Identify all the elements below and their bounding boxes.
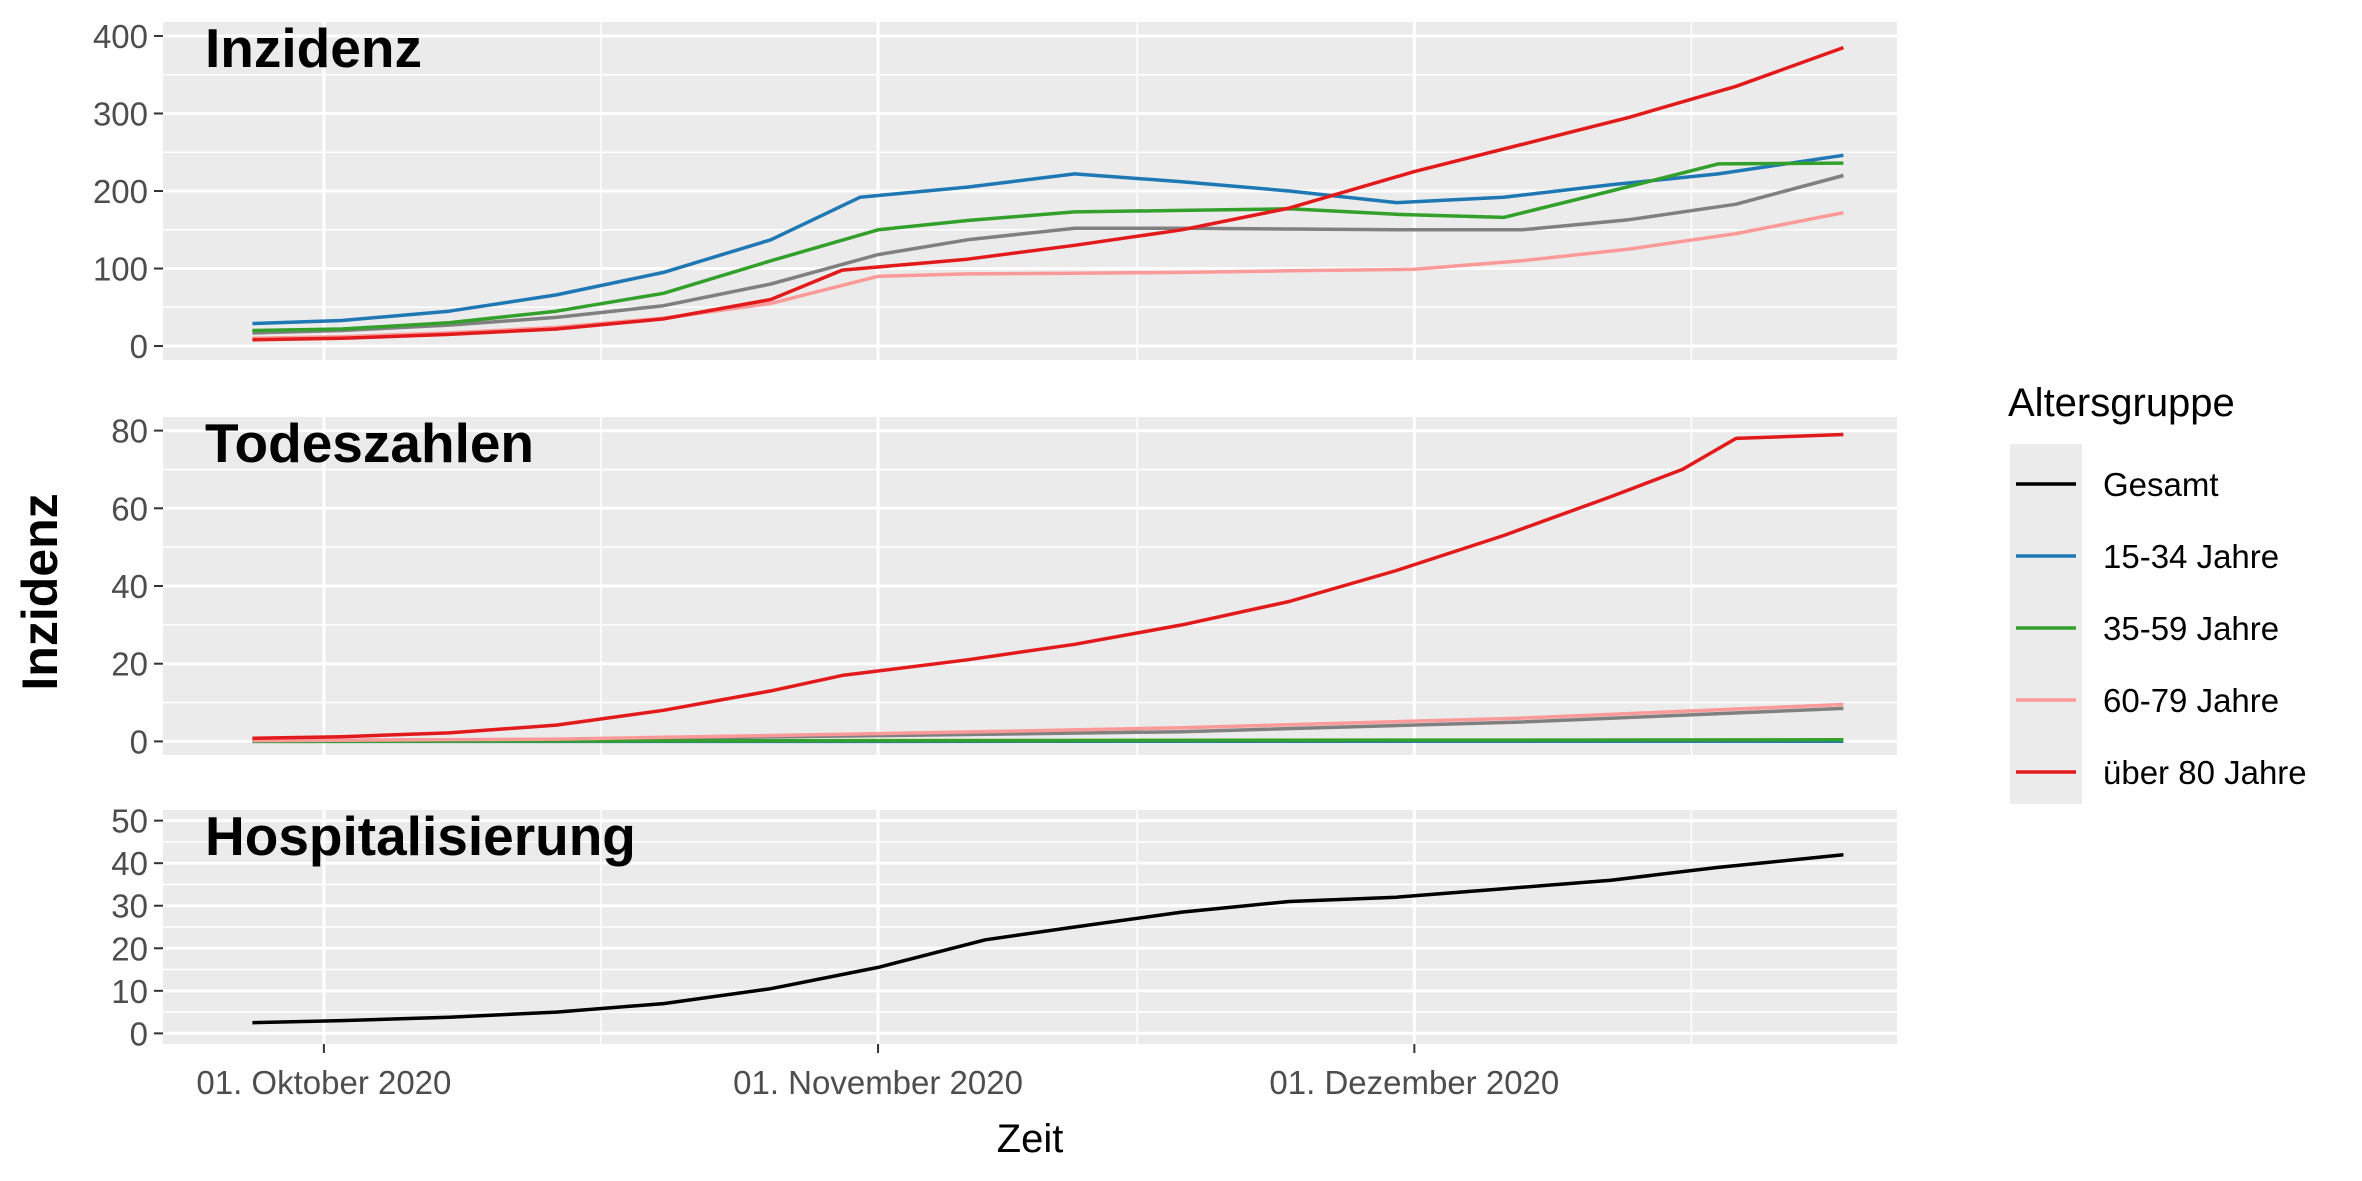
- series-line-ber-80-jahre: [252, 432, 1844, 741]
- y-tick-label: 200: [93, 173, 148, 210]
- legend-label: 35-59 Jahre: [2103, 610, 2279, 647]
- legend-title: Altersgruppe: [2008, 381, 2235, 425]
- series-line-gesamt: [252, 173, 1844, 335]
- series-line-ber-80-jahre: [252, 45, 1844, 342]
- legend-entry-35-59-jahre: 35-59 Jahre: [2016, 610, 2279, 647]
- series-line-gesamt: [252, 852, 1844, 1025]
- y-axis-label: Inzidenz: [12, 493, 68, 690]
- legend-label: 15-34 Jahre: [2103, 538, 2279, 575]
- y-tick-label: 50: [111, 803, 148, 840]
- legend-label: über 80 Jahre: [2103, 754, 2307, 791]
- legend-entry-ber-80-jahre: über 80 Jahre: [2016, 754, 2307, 791]
- panel-title: Hospitalisierung: [205, 805, 636, 867]
- x-axis-label: Zeit: [997, 1117, 1064, 1161]
- y-tick-label: 100: [93, 251, 148, 288]
- y-tick-label: 20: [111, 646, 148, 683]
- y-tick-label: 0: [130, 723, 148, 760]
- y-tick-label: 40: [111, 568, 148, 605]
- x-axis: 01. Oktober 2020 01. November 2020 01. Dez…: [196, 1044, 1559, 1101]
- legend-entry-15-34-jahre: 15-34 Jahre: [2016, 538, 2279, 575]
- y-tick-label: 40: [111, 845, 148, 882]
- legend-label: Gesamt: [2103, 466, 2219, 503]
- y-tick-label: 300: [93, 95, 148, 132]
- x-tick-label: 01. Dezember 2020: [1269, 1064, 1559, 1101]
- panel-todeszahlen: 0 20 40 60 80 Todeszahlen: [111, 412, 1897, 760]
- series-line-15-34-jahre: [252, 153, 1844, 326]
- y-tick-label: 400: [93, 18, 148, 55]
- y-tick-label: 20: [111, 930, 148, 967]
- legend-entry-60-79-jahre: 60-79 Jahre: [2016, 682, 2279, 719]
- x-tick-label: 01. November 2020: [733, 1064, 1023, 1101]
- y-tick-label: 0: [130, 1015, 148, 1052]
- y-tick-label: 0: [130, 328, 148, 365]
- x-tick-label: 01. Oktober 2020: [196, 1064, 451, 1101]
- legend-label: 60-79 Jahre: [2103, 682, 2279, 719]
- legend: Altersgruppe Gesamt 15-34 Jahre 35-59 Jahr…: [2008, 381, 2307, 804]
- legend-entry-gesamt: Gesamt: [2016, 466, 2219, 503]
- panel-title: Todeszahlen: [205, 412, 534, 474]
- y-tick-label: 10: [111, 973, 148, 1010]
- legend-keys-background: [2010, 444, 2082, 804]
- panel-hospitalisierung: 0 10 20 30 40 50 Hospitalisierung: [111, 803, 1897, 1052]
- series-line-35-59-jahre: [252, 161, 1844, 333]
- panel-inzidenz: 0 100 200 300 400 Inzidenz: [93, 17, 1897, 365]
- y-tick-label: 60: [111, 490, 148, 527]
- series-line-60-79-jahre: [252, 702, 1844, 743]
- y-tick-label: 80: [111, 413, 148, 450]
- panel-title: Inzidenz: [205, 17, 422, 79]
- y-tick-label: 30: [111, 888, 148, 925]
